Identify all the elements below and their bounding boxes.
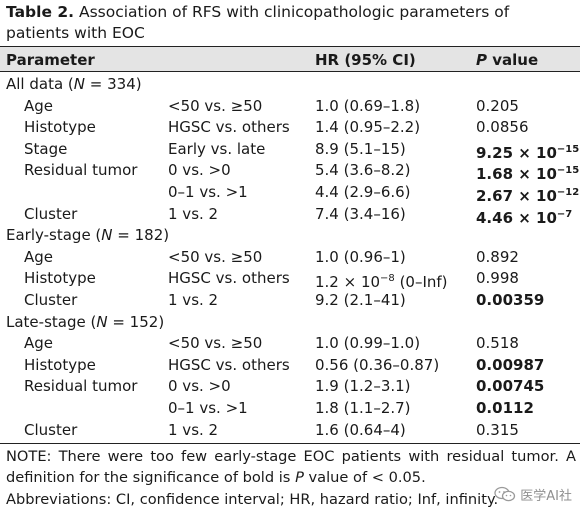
comparison-cell: HGSC vs. others (168, 118, 290, 137)
parameter-cell: Histotype (24, 269, 96, 288)
comparison-cell: Early vs. late (168, 139, 266, 158)
comparison-cell: HGSC vs. others (168, 269, 290, 288)
comparison-cell: 0 vs. >0 (168, 161, 231, 180)
abbreviations: Abbreviations: CI, confidence interval; … (6, 491, 499, 508)
comparison-cell: <50 vs. ≥50 (168, 247, 263, 266)
parameter-cell: Cluster (24, 420, 78, 439)
section-label: All data (N = 334) (6, 75, 142, 93)
hr-cell: 1.0 (0.99–1.0) (315, 334, 421, 353)
comparison-cell: 0 vs. >0 (168, 377, 231, 396)
hr-cell: 1.2 × 10−8 (0–Inf) (315, 273, 448, 292)
hr-cell: 1.0 (0.69–1.8) (315, 96, 421, 115)
hr-cell: 7.4 (3.4–16) (315, 204, 406, 223)
table-row: Residual tumor 0 vs. >0 1.9 (1.2–3.1) 0.007… (0, 376, 580, 398)
hr-cell: 1.9 (1.2–3.1) (315, 377, 411, 396)
p-value-cell: 0.315 (476, 420, 519, 439)
table-row: 0–1 vs. >1 1.8 (1.1–2.7) 0.0112 (0, 398, 580, 420)
comparison-cell: <50 vs. ≥50 (168, 334, 263, 353)
table-label: Table 2. (6, 3, 75, 21)
p-value-cell: 4.46 × 10−7 (476, 208, 573, 227)
parameter-cell: Age (24, 334, 54, 353)
parameter-cell: Age (24, 247, 54, 266)
table-row: Stage Early vs. late 8.9 (5.1–15) 9.25 × 10… (0, 139, 580, 162)
table-row: Histotype HGSC vs. others 0.56 (0.36–0.87)… (0, 355, 580, 377)
comparison-cell: 1 vs. 2 (168, 291, 219, 309)
p-value-cell: 0.998 (476, 269, 519, 288)
table-title: Association of RFS with clinicopathologi… (6, 3, 510, 42)
table-row: Age <50 vs. ≥50 1.0 (0.69–1.8) 0.205 (0, 96, 580, 118)
hr-cell: 8.9 (5.1–15) (315, 139, 406, 158)
p-value-cell: 0.0856 (476, 118, 529, 137)
table-row: 0–1 vs. >1 4.4 (2.9–6.6) 2.67 × 10−12 (0, 182, 580, 205)
hr-cell: 1.8 (1.1–2.7) (315, 399, 411, 417)
p-value-cell: 0.00359 (476, 291, 545, 309)
hr-cell: 4.4 (2.9–6.6) (315, 183, 411, 201)
p-value-cell: 1.68 × 10−15 (476, 165, 580, 184)
table-row: Cluster 1 vs. 2 1.6 (0.64–4) 0.315 (0, 420, 580, 442)
parameter-cell: Age (24, 96, 54, 115)
table-note: NOTE: There were too few early-stage EOC… (6, 448, 576, 486)
parameter-cell: Cluster (24, 291, 78, 309)
p-value-cell: 0.892 (476, 247, 519, 266)
parameter-cell: Residual tumor (24, 377, 138, 396)
hr-cell: 1.6 (0.64–4) (315, 420, 406, 439)
parameter-cell: Residual tumor (24, 161, 138, 180)
header-parameter: Parameter (6, 51, 95, 69)
table-bottom-rule (0, 443, 580, 444)
p-value-cell: 0.00745 (476, 377, 545, 396)
table-header (0, 47, 580, 71)
header-top-rule (0, 46, 580, 47)
table-row: Histotype HGSC vs. others 1.2 × 10−8 (0–In… (0, 268, 580, 291)
hr-cell: 1.4 (0.95–2.2) (315, 118, 421, 137)
parameter-cell: Histotype (24, 355, 96, 374)
section-row: Early-stage (N = 182) (0, 225, 580, 247)
table-row: Histotype HGSC vs. others 1.4 (0.95–2.2) 0.… (0, 117, 580, 139)
hr-cell: 1.0 (0.96–1) (315, 247, 406, 266)
p-value-cell: 9.25 × 10−15 (476, 143, 580, 162)
p-value-cell: 0.00987 (476, 355, 545, 374)
p-value-cell: 0.205 (476, 96, 519, 115)
parameter-cell: Cluster (24, 204, 78, 223)
hr-cell: 0.56 (0.36–0.87) (315, 355, 440, 374)
header-bottom-rule (0, 71, 580, 72)
parameter-cell: Stage (24, 139, 68, 158)
table-row: Age <50 vs. ≥50 1.0 (0.99–1.0) 0.518 (0, 333, 580, 355)
table-caption: Table 2. Association of RFS with clinico… (6, 2, 576, 44)
section-row: All data (N = 334) (0, 74, 580, 96)
table-row: Cluster 1 vs. 2 9.2 (2.1–41) 0.00359 (0, 290, 580, 312)
section-label: Early-stage (N = 182) (6, 226, 170, 245)
table-row: Cluster 1 vs. 2 7.4 (3.4–16) 4.46 × 10−7 (0, 204, 580, 227)
hr-cell: 9.2 (2.1–41) (315, 291, 406, 309)
comparison-cell: HGSC vs. others (168, 355, 290, 374)
p-value-cell: 0.0112 (476, 399, 534, 417)
watermark-text: 医学AI社 (520, 488, 572, 504)
comparison-cell: 0–1 vs. >1 (168, 399, 248, 417)
section-row: Late-stage (N = 152) (0, 312, 580, 334)
comparison-cell: 0–1 vs. >1 (168, 183, 248, 201)
comparison-cell: <50 vs. ≥50 (168, 96, 263, 115)
wechat-logo-icon (494, 486, 516, 502)
comparison-cell: 1 vs. 2 (168, 420, 219, 439)
comparison-cell: 1 vs. 2 (168, 204, 219, 223)
header-p-value: P value (476, 51, 539, 69)
table-row: Residual tumor 0 vs. >0 5.4 (3.6–8.2) 1.68 … (0, 160, 580, 183)
watermark: 医学AI社 (462, 479, 572, 509)
table-row: Age <50 vs. ≥50 1.0 (0.96–1) 0.892 (0, 247, 580, 269)
section-label: Late-stage (N = 152) (6, 312, 165, 331)
parameter-cell: Histotype (24, 118, 96, 137)
p-value-cell: 0.518 (476, 334, 519, 353)
p-value-cell: 2.67 × 10−12 (476, 187, 580, 205)
hr-cell: 5.4 (3.6–8.2) (315, 161, 411, 180)
header-hr: HR (95% CI) (315, 51, 416, 69)
